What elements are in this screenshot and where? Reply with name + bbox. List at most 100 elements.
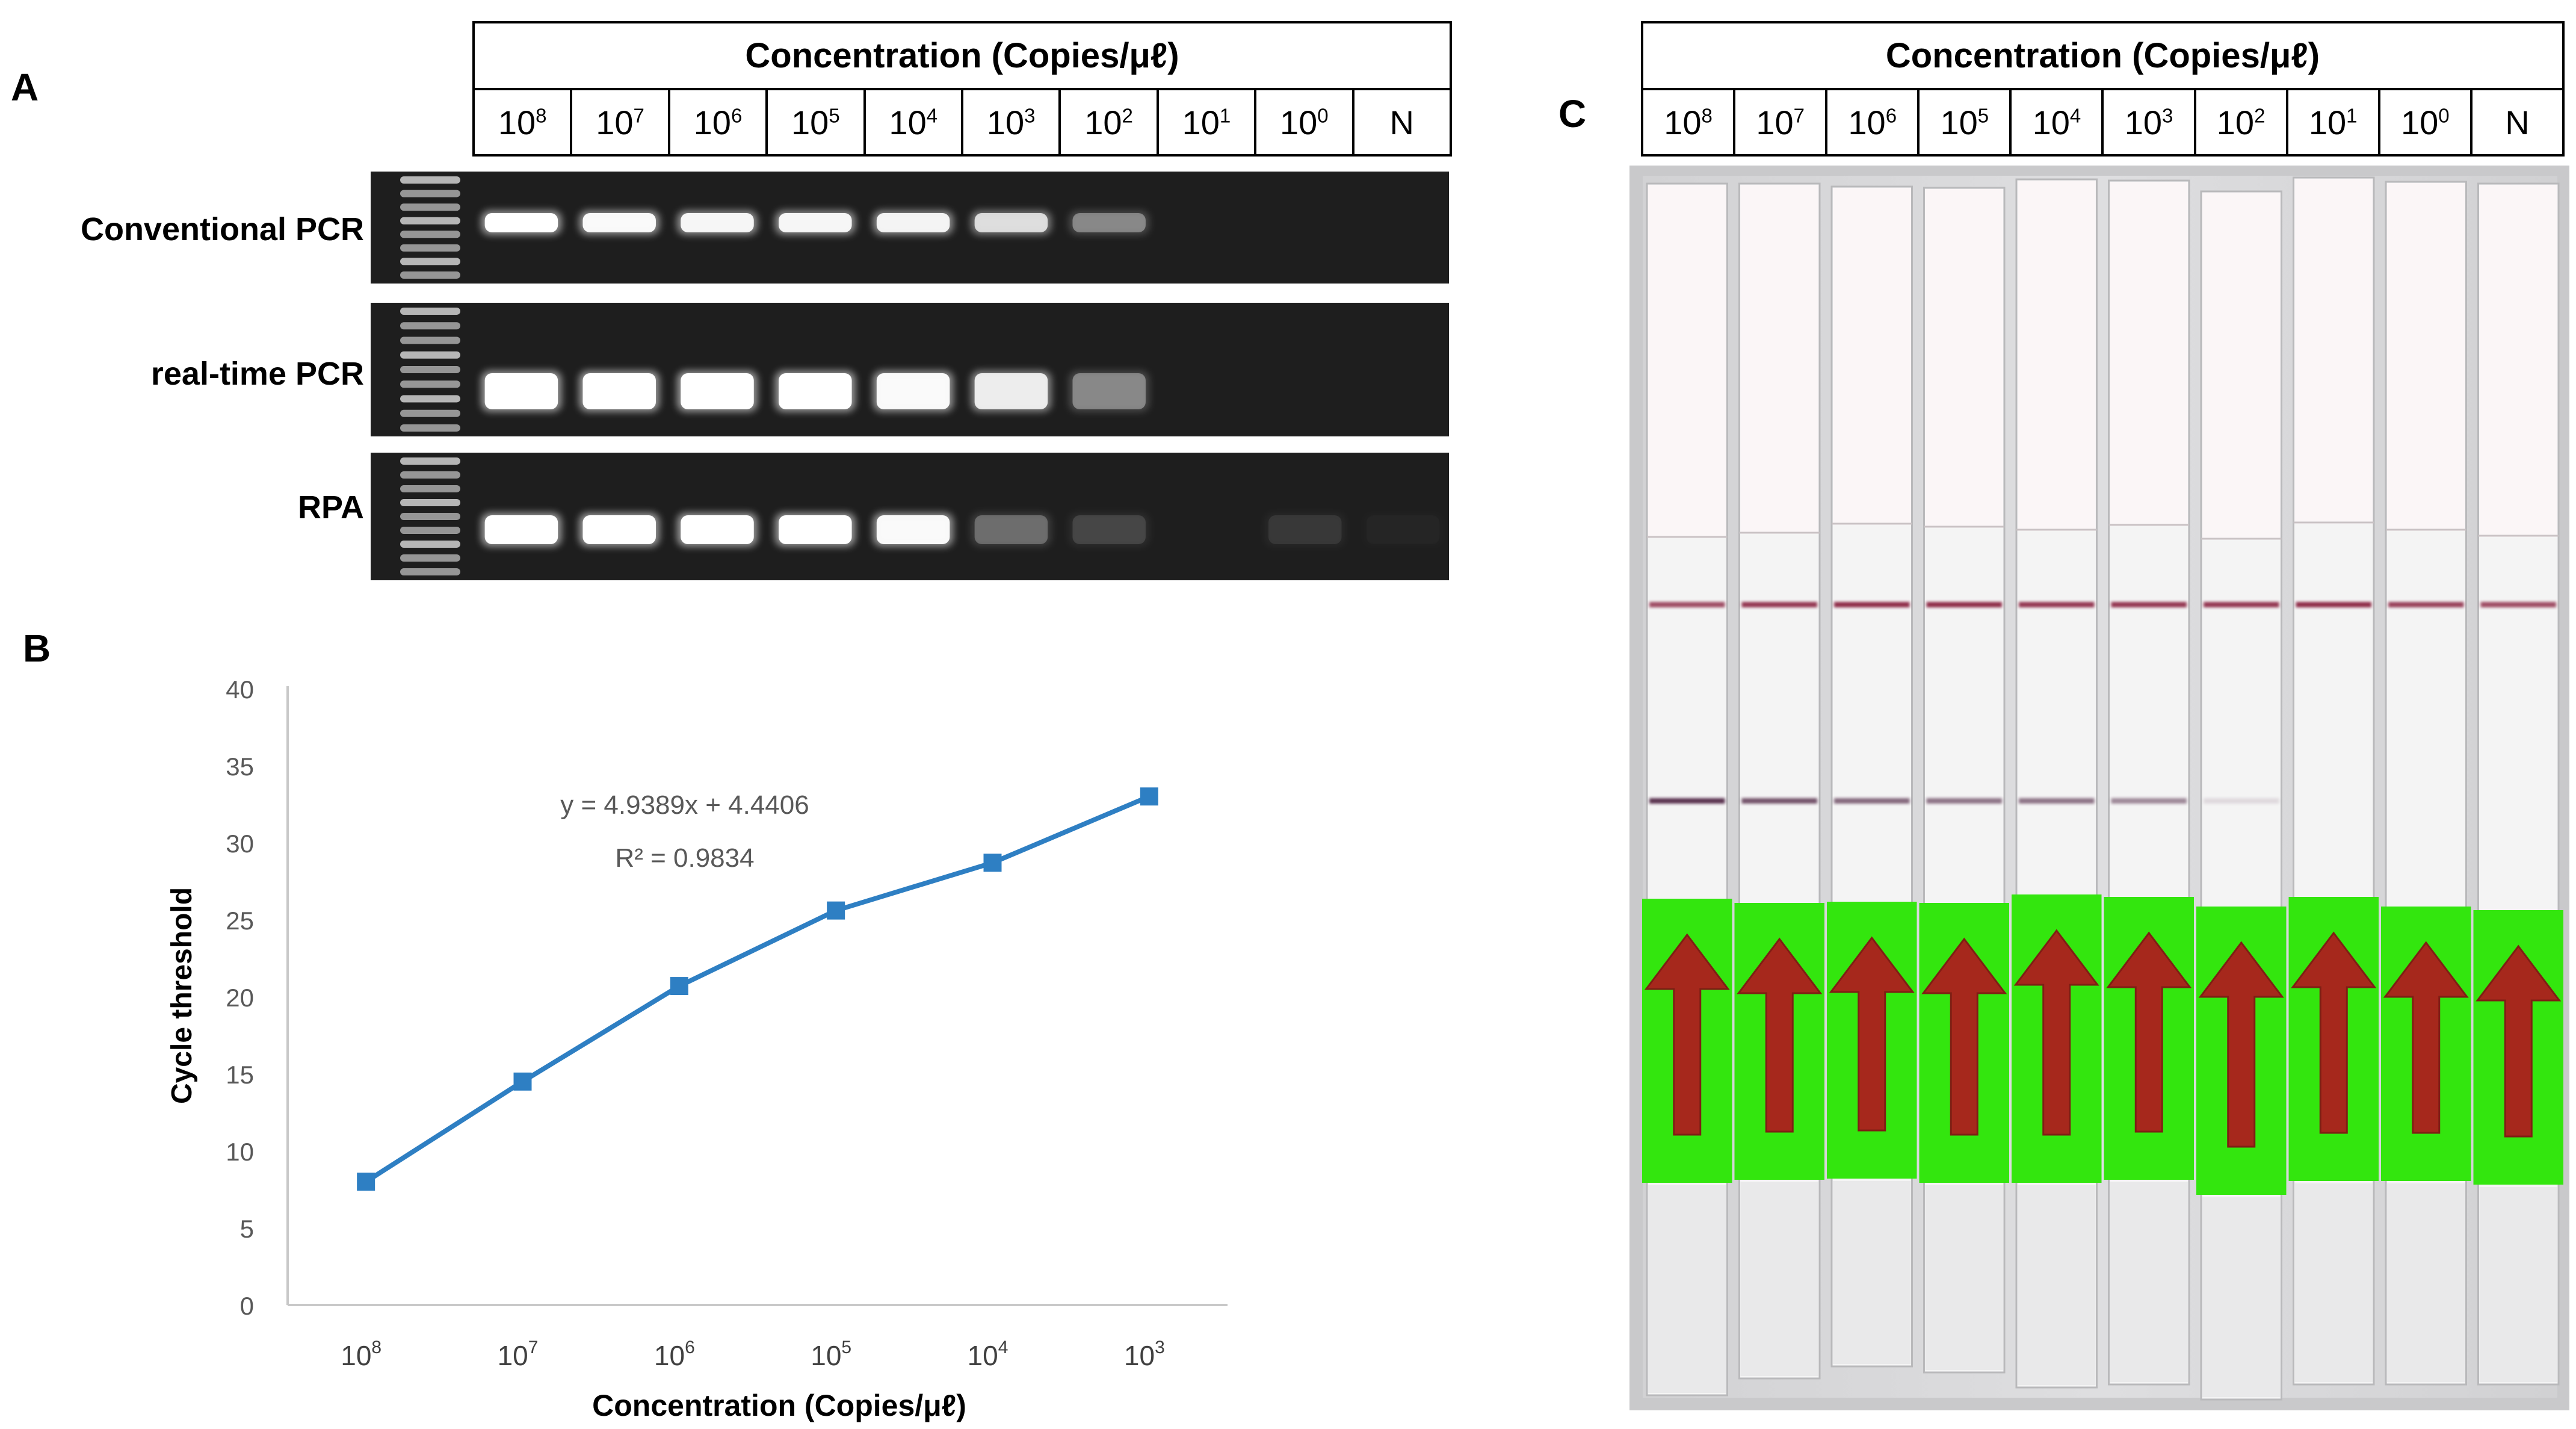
gel-header-lane-7: 101 <box>1156 88 1257 157</box>
y-tick-label: 5 <box>240 1215 254 1243</box>
lane-label-exponent: 8 <box>536 104 547 126</box>
gel-band-glow <box>1069 513 1149 547</box>
x-tick-label: 105 <box>811 1338 851 1371</box>
gel-band <box>974 373 1048 409</box>
absorbent-pad <box>2110 1182 2188 1382</box>
lane-label-base: 10 <box>2308 103 2347 141</box>
ladder-band <box>400 527 460 534</box>
strip-header-lane-4: 104 <box>2009 88 2104 157</box>
data-point <box>827 901 845 920</box>
panel-letter-c: C <box>1558 92 1587 135</box>
lane-label-base: 10 <box>791 103 829 141</box>
gel-band <box>779 515 852 544</box>
gel-band <box>681 213 754 232</box>
concentration-header: Concentration (Copies/μℓ) <box>472 21 1452 90</box>
absorbent-pad <box>2387 1183 2465 1382</box>
y-tick-label: 25 <box>226 907 254 935</box>
gel-band <box>779 213 852 232</box>
x-axis-title: Concentration (Copies/μℓ) <box>592 1389 966 1422</box>
lane-label-exponent: 5 <box>829 104 840 126</box>
gel-row-label: RPA <box>297 489 364 525</box>
lane-label-exponent: 1 <box>2346 104 2358 126</box>
test-line <box>2019 798 2095 804</box>
ladder-band <box>400 190 460 197</box>
sample-pad <box>1925 189 2003 528</box>
lane-label-base: 10 <box>1848 103 1886 141</box>
x-tick-label: 103 <box>1124 1338 1165 1371</box>
ladder-band <box>400 258 460 265</box>
lane-label-base: 10 <box>1279 103 1318 141</box>
ladder-band <box>400 409 460 417</box>
control-line <box>1649 602 1725 607</box>
lane-label-base: N <box>1389 103 1414 141</box>
lane-label-exponent: 4 <box>926 104 938 126</box>
data-point <box>1140 787 1158 806</box>
ladder-band <box>400 244 460 252</box>
lane-label-exponent: 6 <box>1885 104 1897 126</box>
r-squared-label: R² = 0.9834 <box>615 843 754 873</box>
strip-header-lane-2: 106 <box>1825 88 1920 157</box>
absorbent-pad <box>1925 1185 2003 1370</box>
lateral-flow-strip <box>2473 182 2563 1386</box>
gel-header-lane-0: 108 <box>472 88 573 157</box>
ladder-band <box>400 217 460 225</box>
y-tick-label: 0 <box>240 1292 254 1320</box>
y-tick-label: 10 <box>226 1138 254 1166</box>
x-tick-label: 107 <box>498 1338 539 1371</box>
ladder-band <box>400 231 460 238</box>
control-line <box>2296 602 2371 607</box>
gel-header-lane-9: N <box>1351 88 1453 157</box>
gel-band <box>681 515 754 544</box>
gel-header-lane-2: 106 <box>667 88 768 157</box>
test-line <box>1926 798 2002 804</box>
y-tick-label: 40 <box>226 675 254 704</box>
ct-series-line <box>365 794 1151 1184</box>
lane-label-base: 10 <box>1940 103 1978 141</box>
gel-panel <box>371 172 1449 580</box>
lane-label-base: 10 <box>2400 103 2439 141</box>
gel-band <box>779 373 852 409</box>
strip-header-lane-0: 108 <box>1640 88 1736 157</box>
gel-row-label: Conventional PCR <box>80 211 364 247</box>
lateral-flow-strip <box>1827 185 1917 1368</box>
arrow-up-icon <box>1737 937 1823 1133</box>
sample-pad <box>2294 179 2373 524</box>
lane-label-base: 10 <box>889 103 927 141</box>
lane-label-exponent: 1 <box>1219 104 1231 126</box>
ladder-band <box>400 457 460 465</box>
sample-pad <box>1833 188 1911 525</box>
gel-header-lane-1: 107 <box>570 88 670 157</box>
gel-header-lane-5: 103 <box>960 88 1061 157</box>
lateral-flow-strip <box>2288 176 2379 1386</box>
strip-header-lane-1: 107 <box>1733 88 1828 157</box>
lane-label-exponent: 0 <box>1317 104 1329 126</box>
absorbent-pad <box>2479 1187 2557 1382</box>
lateral-flow-strips-photo <box>1629 166 2569 1410</box>
control-line <box>1926 602 2002 607</box>
arrow-up-icon <box>1921 937 2007 1136</box>
absorbent-pad <box>1740 1182 1818 1376</box>
lane-label-exponent: 6 <box>730 104 743 126</box>
lane-label-base: 10 <box>1084 103 1122 141</box>
regression-equation: y = 4.9389x + 4.4406 <box>560 790 809 820</box>
gel-band <box>974 213 1048 232</box>
y-axis-title: Cycle threshold <box>166 887 198 1104</box>
sample-pad <box>2018 181 2096 531</box>
lane-label-exponent: 7 <box>633 104 644 126</box>
gel-band <box>484 213 558 232</box>
gel-band-glow <box>1265 513 1345 547</box>
ladder-band <box>400 471 460 479</box>
lane-label-exponent: 3 <box>2161 104 2173 126</box>
lane-label-base: 10 <box>2124 103 2162 141</box>
y-tick-label: 15 <box>226 1061 254 1089</box>
gel-header-lane-6: 102 <box>1058 88 1159 157</box>
arrow-up-icon <box>2476 944 2562 1138</box>
ladder-band <box>400 554 460 562</box>
lane-label-base: 10 <box>2216 103 2255 141</box>
gel-header-lane-8: 100 <box>1254 88 1354 157</box>
lane-label-exponent: 2 <box>1122 104 1133 126</box>
lateral-flow-strip <box>2104 179 2194 1386</box>
gel-band <box>876 213 950 232</box>
data-point <box>670 977 688 996</box>
absorbent-pad <box>2294 1183 2373 1382</box>
